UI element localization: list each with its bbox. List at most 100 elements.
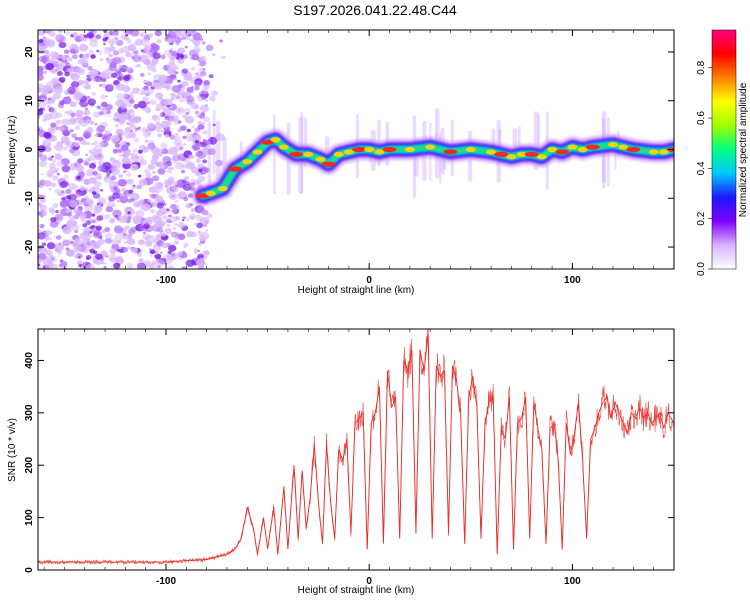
noise-blob [43, 180, 52, 187]
noise-blob [157, 133, 162, 138]
noise-blob [50, 87, 56, 93]
noise-blob [96, 105, 101, 110]
noise-blob [97, 156, 101, 160]
noise-blob [138, 93, 141, 96]
noise-blob [184, 45, 188, 49]
noise-blob [146, 81, 153, 87]
noise-blob [43, 37, 51, 45]
noise-blob [104, 213, 111, 220]
noise-blob [39, 258, 44, 262]
noise-blob [148, 186, 157, 193]
noise-blob [78, 264, 82, 268]
noise-blob [156, 121, 160, 125]
noise-blob [124, 241, 128, 245]
noise-blob [46, 242, 56, 250]
noise-blob [181, 68, 188, 74]
noise-blob [74, 125, 81, 130]
noise-blob [144, 139, 149, 143]
noise-blob [81, 140, 87, 146]
noise-blob [136, 184, 143, 190]
noise-blob [81, 54, 89, 60]
noise-blob [76, 176, 81, 180]
noise-blob [212, 123, 216, 127]
noise-blob [39, 160, 47, 167]
ridge-peak [658, 149, 669, 155]
noise-blob [193, 41, 201, 47]
noise-blob [165, 84, 172, 90]
noise-blob [105, 206, 114, 213]
noise-blob [125, 33, 129, 37]
noise-blob [208, 136, 218, 145]
noise-blob [127, 44, 137, 52]
noise-blob [139, 144, 147, 151]
noise-blob [51, 158, 57, 163]
noise-blob [161, 242, 169, 249]
noise-blob [157, 152, 164, 157]
noise-blob [38, 202, 42, 207]
noise-blob [62, 239, 71, 247]
noise-blob [104, 84, 113, 92]
noise-blob [127, 211, 131, 215]
noise-blob [186, 218, 190, 222]
noise-blob [46, 53, 51, 57]
noise-blob [180, 55, 184, 58]
noise-blob [103, 42, 106, 46]
noise-blob [100, 94, 107, 100]
noise-blob [164, 228, 172, 234]
noise-blob [48, 237, 53, 241]
ridge-peak [352, 146, 367, 153]
noise-blob [183, 196, 189, 201]
noise-blob [118, 249, 124, 253]
noise-blob [117, 75, 124, 81]
noise-blob [86, 141, 91, 146]
noise-blob [160, 251, 163, 254]
noise-blob [198, 168, 203, 172]
noise-blob [138, 239, 146, 246]
noise-blob [45, 236, 50, 240]
noise-blob [215, 133, 225, 141]
noise-blob [201, 88, 209, 95]
noise-blob [152, 52, 161, 60]
noise-blob [134, 51, 138, 54]
noise-blob [173, 160, 176, 164]
noise-blob [125, 30, 134, 35]
ridge-peak [205, 190, 216, 196]
noise-blob [95, 34, 102, 39]
noise-blob [196, 114, 200, 118]
noise-blob [86, 86, 90, 89]
noise-blob [167, 67, 176, 75]
noise-blob [100, 72, 109, 80]
noise-blob [147, 72, 151, 76]
noise-blob [197, 143, 202, 147]
noise-blob [117, 148, 123, 154]
noise-blob [167, 250, 172, 255]
noise-blob [132, 216, 142, 225]
noise-blob [128, 108, 135, 114]
noise-blob [190, 216, 195, 220]
noise-blob [49, 220, 59, 228]
noise-blob [50, 129, 53, 132]
noise-blob [124, 126, 132, 133]
noise-blob [147, 33, 154, 38]
noise-blob [64, 71, 70, 77]
noise-blob [59, 211, 62, 214]
noise-blob [85, 169, 95, 177]
noise-blob [186, 86, 194, 93]
noise-blob [121, 188, 126, 192]
noise-blob [38, 252, 47, 260]
noise-blob [126, 263, 134, 269]
noise-blob [177, 222, 186, 229]
noise-blob [52, 175, 59, 181]
noise-blob [58, 41, 67, 49]
y-tick-label: 200 [24, 456, 35, 473]
noise-blob [105, 95, 109, 98]
noise-blob [172, 181, 178, 186]
noise-blob [59, 100, 65, 106]
noise-blob [86, 126, 94, 133]
noise-blob [112, 118, 116, 121]
noise-blob [92, 230, 103, 239]
noise-blob [191, 143, 199, 150]
noise-blob [194, 250, 199, 254]
ridge-peak [494, 151, 509, 157]
